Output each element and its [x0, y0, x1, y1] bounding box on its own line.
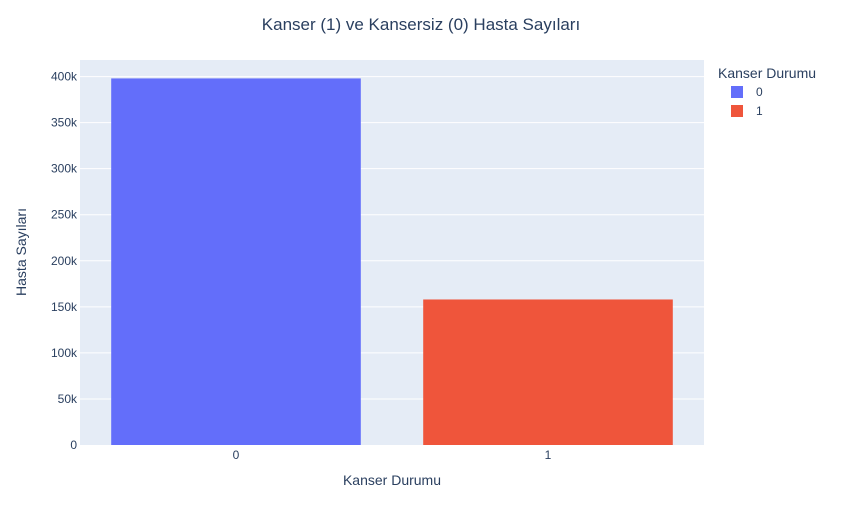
legend-label: 0 [756, 85, 763, 99]
bar-1[interactable] [423, 299, 673, 445]
bars [111, 78, 673, 445]
y-tick-label: 150k [51, 300, 78, 314]
legend-label: 1 [756, 104, 763, 118]
x-tick-label: 0 [233, 448, 240, 462]
y-tick-label: 250k [51, 208, 78, 222]
legend-swatch [731, 86, 743, 98]
y-tick-label: 300k [51, 162, 78, 176]
x-tick-label: 1 [545, 448, 552, 462]
bar-0[interactable] [111, 78, 361, 445]
y-tick-label: 0 [70, 438, 77, 452]
legend-title: Kanser Durumu [718, 65, 816, 81]
legend-item-1[interactable]: 1 [731, 104, 763, 118]
legend[interactable]: Kanser Durumu 0 1 [718, 65, 816, 118]
y-tick-label: 350k [51, 116, 78, 130]
y-tick-label: 200k [51, 254, 78, 268]
x-axis-title: Kanser Durumu [343, 472, 441, 488]
y-tick-label: 50k [58, 392, 78, 406]
y-tick-label: 100k [51, 346, 78, 360]
y-tick-label: 400k [51, 70, 78, 84]
chart-title: Kanser (1) ve Kansersiz (0) Hasta Sayıla… [262, 15, 580, 34]
y-axis-ticks: 0 50k 100k 150k 200k 250k 300k 350k 400k [51, 70, 78, 452]
legend-swatch [731, 105, 743, 117]
y-axis-title: Hasta Sayıları [13, 208, 29, 296]
legend-item-0[interactable]: 0 [731, 85, 763, 99]
